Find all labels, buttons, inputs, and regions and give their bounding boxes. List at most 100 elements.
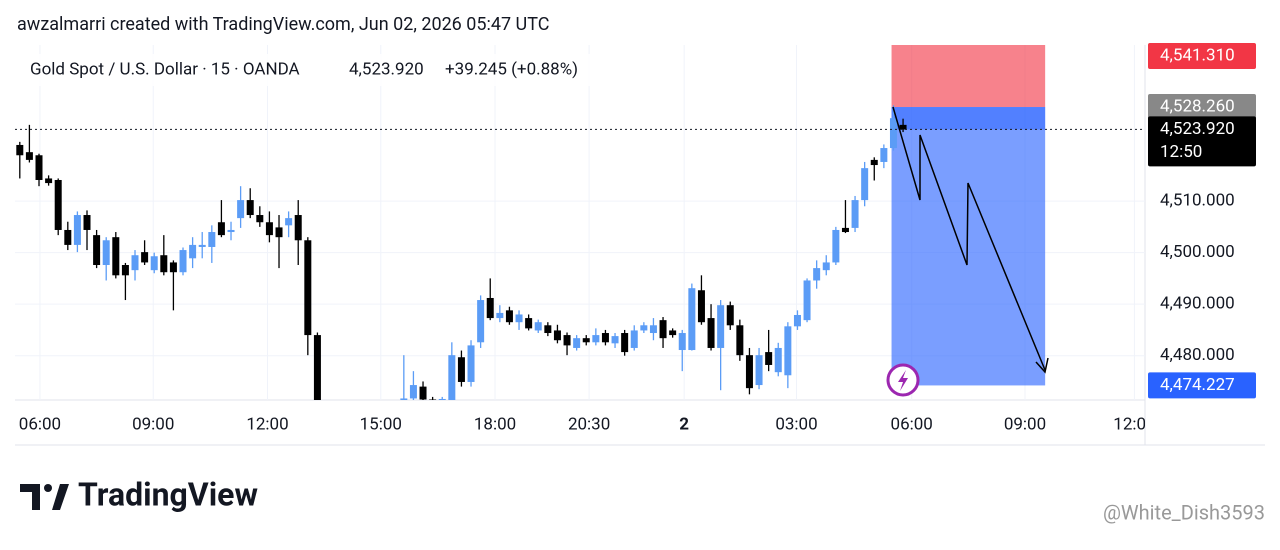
y-tick-label: 4,510.000 xyxy=(1160,191,1235,211)
x-tick-label: 18:00 xyxy=(474,414,516,434)
candle-body xyxy=(659,320,667,339)
candle-body xyxy=(112,237,120,276)
logo xyxy=(20,484,69,510)
candle-body xyxy=(870,159,878,166)
candle-body xyxy=(198,244,206,247)
candle-body xyxy=(35,155,43,180)
header: awzalmarri created with TradingView.com,… xyxy=(17,14,549,35)
candle-body xyxy=(189,244,197,259)
alert-icon xyxy=(886,363,920,397)
candle-body xyxy=(803,280,811,321)
x-tick-label: 12:00 xyxy=(246,414,288,434)
candle-body xyxy=(419,386,427,400)
logo-dot xyxy=(44,484,52,492)
candle-body xyxy=(294,215,302,241)
arrow-path xyxy=(892,106,1046,371)
logo-text: TradingView xyxy=(78,475,258,513)
candle-body xyxy=(688,288,696,351)
candle-body xyxy=(285,218,293,226)
x-tick-label: 06:00 xyxy=(891,414,933,434)
candle-body xyxy=(438,398,446,400)
x-tick-label: 06:00 xyxy=(19,414,61,434)
watermark: @White_Dish3593 xyxy=(1103,500,1265,524)
x-tick-label: 12:00 xyxy=(1113,414,1155,434)
candle-body xyxy=(246,200,254,216)
candle-body xyxy=(217,222,225,236)
x-tick-label: 2 xyxy=(679,414,689,434)
countdown: 12:50 xyxy=(1160,142,1202,162)
candle-body xyxy=(227,229,235,233)
candle-body xyxy=(601,333,609,343)
candle-body xyxy=(880,148,888,162)
legend-last: 4,523.920 xyxy=(349,59,424,79)
candle-body xyxy=(457,357,465,382)
candle-body xyxy=(793,314,801,327)
candle-body xyxy=(582,338,590,343)
candle-body xyxy=(861,168,869,201)
price-tag-label: 4,541.310 xyxy=(1160,45,1235,65)
price-tag-label: 4,523.920 xyxy=(1160,119,1235,139)
projection-arrow xyxy=(892,106,1049,374)
candle-body xyxy=(16,144,24,156)
candle-body xyxy=(534,322,542,331)
candle-body xyxy=(45,178,53,184)
candle-body xyxy=(102,240,110,266)
target-zone xyxy=(891,107,1046,386)
candle-body xyxy=(745,355,753,389)
candle-body xyxy=(755,355,763,386)
candle-body xyxy=(73,215,81,245)
price-tag-label: 4,528.260 xyxy=(1160,97,1235,117)
candle-body xyxy=(160,255,168,273)
candle-body xyxy=(93,235,101,266)
x-tick-label: 20:30 xyxy=(568,414,610,434)
candle-body xyxy=(150,256,158,271)
candle-body xyxy=(486,297,494,319)
candle-body xyxy=(525,318,533,329)
candle-body xyxy=(256,215,264,223)
price-scale: 4,480.000 4,490.000 4,500.000 4,510.000 4,54… xyxy=(1148,43,1256,399)
candle-body xyxy=(64,229,72,245)
candle-body xyxy=(822,262,830,271)
candle-body xyxy=(496,312,504,319)
x-tick-label: 15:00 xyxy=(360,414,402,434)
candle-body xyxy=(707,318,715,348)
plot xyxy=(16,45,1046,400)
candle-body xyxy=(304,240,312,336)
candle-body xyxy=(765,352,773,365)
candle-body xyxy=(813,268,821,281)
candle-body xyxy=(889,118,897,149)
arrow-head xyxy=(1035,357,1049,374)
candle-body xyxy=(832,229,840,263)
candle-body xyxy=(592,335,600,343)
price-tag xyxy=(1148,116,1256,167)
y-tick-label: 4,490.000 xyxy=(1160,294,1235,314)
candle-body xyxy=(697,290,705,323)
candle-body xyxy=(400,398,408,400)
candle-body xyxy=(275,227,283,238)
price-tag xyxy=(1148,372,1256,399)
legend-bg xyxy=(22,54,607,86)
candle-body xyxy=(515,314,523,323)
candle-body xyxy=(563,335,571,346)
candle-body xyxy=(553,330,561,341)
candle-body xyxy=(669,330,677,336)
candle-body xyxy=(409,385,417,399)
candle-body xyxy=(736,325,744,356)
candle-body xyxy=(726,305,734,326)
candle-body xyxy=(544,325,552,334)
candle-body xyxy=(851,200,859,228)
x-tick-label: 09:00 xyxy=(132,414,174,434)
candle-body xyxy=(630,330,638,348)
stop-zone xyxy=(891,45,1046,108)
candle-body xyxy=(54,179,62,230)
candle-body xyxy=(141,252,149,263)
open-pnl-zone xyxy=(891,107,1046,130)
candle-body xyxy=(899,124,907,130)
x-tick-label: 09:00 xyxy=(1004,414,1046,434)
candle-body xyxy=(313,335,321,400)
y-tick-label: 4,480.000 xyxy=(1160,345,1235,365)
candle-body xyxy=(784,326,792,376)
candle-body xyxy=(573,338,581,348)
